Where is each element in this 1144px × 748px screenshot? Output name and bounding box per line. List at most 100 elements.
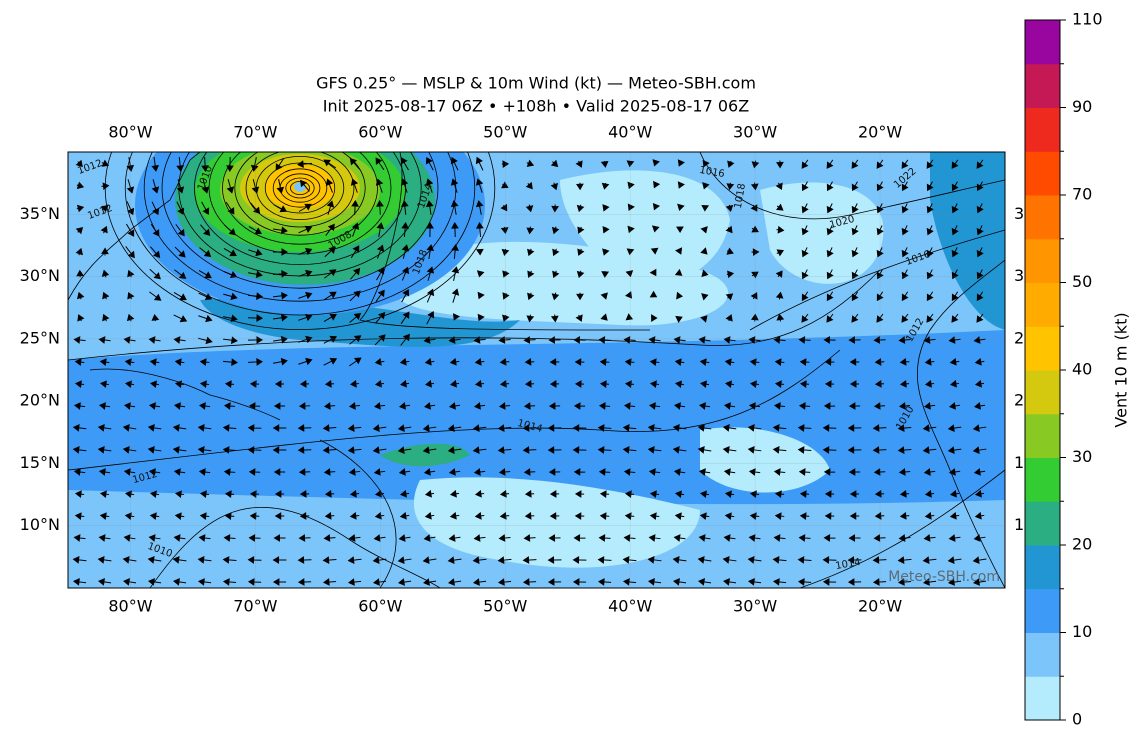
lat-label: 10°N bbox=[20, 515, 60, 534]
wind-arrow bbox=[776, 313, 785, 322]
isobar bbox=[161, 152, 439, 289]
wind-arrow bbox=[974, 489, 985, 498]
wind-arrow bbox=[97, 556, 112, 564]
wind-arrow bbox=[148, 534, 161, 542]
wind-arrow bbox=[198, 270, 212, 279]
wind-arrow bbox=[401, 222, 409, 238]
isobar bbox=[124, 152, 476, 316]
wind-arrow bbox=[374, 357, 385, 366]
wind-arrow bbox=[876, 269, 884, 280]
lon-label: 40°W bbox=[608, 123, 652, 142]
wind-arrow bbox=[972, 446, 987, 454]
wind-arrow bbox=[923, 534, 936, 542]
wind-arrow bbox=[348, 534, 361, 542]
wind-arrow bbox=[874, 512, 885, 520]
wind-arrow bbox=[247, 292, 263, 301]
wind-arrow bbox=[99, 358, 110, 367]
wind-arrow bbox=[224, 490, 235, 498]
wind-arrow bbox=[498, 468, 511, 476]
wind-arrow bbox=[624, 291, 633, 299]
wind-arrow bbox=[401, 244, 410, 259]
colorbar-band bbox=[1025, 195, 1060, 240]
wind-arrow bbox=[201, 201, 210, 215]
wind-arrow bbox=[349, 489, 360, 498]
wind-arrow bbox=[248, 534, 261, 542]
wind-arrow bbox=[549, 512, 560, 520]
wind-arrow bbox=[648, 534, 661, 542]
wind-arrow bbox=[198, 314, 213, 323]
wind-arrow bbox=[872, 556, 887, 564]
wind-arrow bbox=[526, 314, 535, 323]
wind-arrow bbox=[449, 489, 460, 498]
wind-arrow bbox=[149, 358, 160, 367]
wind-arrow bbox=[425, 379, 435, 388]
wind-arrow bbox=[648, 402, 661, 410]
wind-arrow bbox=[222, 556, 237, 564]
wind-arrow bbox=[748, 402, 761, 410]
wind-arrow bbox=[750, 313, 759, 322]
wind-arrow bbox=[776, 203, 784, 211]
wind-arrow bbox=[826, 225, 834, 236]
wind-arrow bbox=[599, 512, 610, 520]
wind-arrow bbox=[774, 380, 785, 389]
wind-arrow bbox=[797, 556, 812, 564]
wind-arrow bbox=[272, 270, 288, 278]
wind-arrow bbox=[125, 223, 135, 237]
wind-arrow bbox=[651, 314, 658, 322]
wind-arrow bbox=[574, 358, 585, 366]
wind-arrow bbox=[99, 490, 110, 499]
wind-arrow bbox=[299, 179, 310, 192]
wind-arrows bbox=[72, 156, 987, 586]
wind-arrow bbox=[623, 534, 636, 542]
wind-arrow bbox=[451, 266, 460, 281]
wind-arrow bbox=[574, 490, 585, 498]
wind-arrow bbox=[599, 358, 610, 366]
wind-arrow bbox=[826, 159, 834, 169]
wind-arrow bbox=[576, 292, 584, 301]
lat-label: 30°N bbox=[1014, 266, 1054, 285]
wind-arrow bbox=[550, 314, 559, 323]
wind-arrow bbox=[425, 156, 434, 171]
wind-arrow bbox=[826, 313, 834, 323]
wind-arrow bbox=[699, 490, 710, 499]
lat-label: 15°N bbox=[1014, 453, 1054, 472]
wind-arrow bbox=[949, 511, 960, 520]
wind-arrow bbox=[551, 292, 560, 301]
wind-arrow bbox=[198, 468, 211, 476]
wind-arrow bbox=[576, 182, 584, 191]
wind-arrow bbox=[98, 402, 111, 410]
wind-arrow bbox=[273, 204, 288, 213]
wind-arrow bbox=[751, 248, 760, 256]
wind-arrow bbox=[323, 313, 337, 322]
colorbar-tick-label: 0 bbox=[1072, 710, 1082, 729]
wind-arrow bbox=[523, 468, 536, 476]
wind-arrow bbox=[225, 201, 235, 215]
wind-arrow bbox=[599, 380, 610, 388]
wind-arrow bbox=[102, 291, 110, 300]
wind-arrow bbox=[450, 156, 459, 171]
wind-arrow bbox=[649, 380, 660, 389]
colorbar-band bbox=[1025, 238, 1060, 283]
wind-arrow bbox=[948, 534, 961, 542]
wind-arrow bbox=[74, 358, 85, 366]
wind-arrow bbox=[851, 247, 859, 258]
wind-arrow bbox=[524, 358, 535, 366]
colorbar-band bbox=[1025, 370, 1060, 415]
wind-arrow bbox=[522, 424, 537, 432]
wind-arrow bbox=[751, 271, 759, 279]
wind-arrow bbox=[973, 534, 986, 542]
wind-arrow bbox=[273, 335, 288, 344]
wind-arrow bbox=[947, 578, 962, 586]
wind-arrow bbox=[847, 424, 862, 432]
wind-arrow bbox=[572, 556, 587, 564]
wind-arrow bbox=[851, 181, 859, 192]
wind-arrow bbox=[477, 313, 485, 322]
wind-arrow bbox=[600, 313, 608, 321]
wind-arrow bbox=[949, 357, 960, 366]
wind-arrow bbox=[527, 292, 535, 301]
wind-arrow bbox=[273, 226, 288, 235]
wind-arrow bbox=[974, 511, 985, 520]
wind-arrow bbox=[524, 490, 535, 498]
lat-label: 30°N bbox=[20, 266, 60, 285]
wind-arrow bbox=[724, 512, 735, 521]
